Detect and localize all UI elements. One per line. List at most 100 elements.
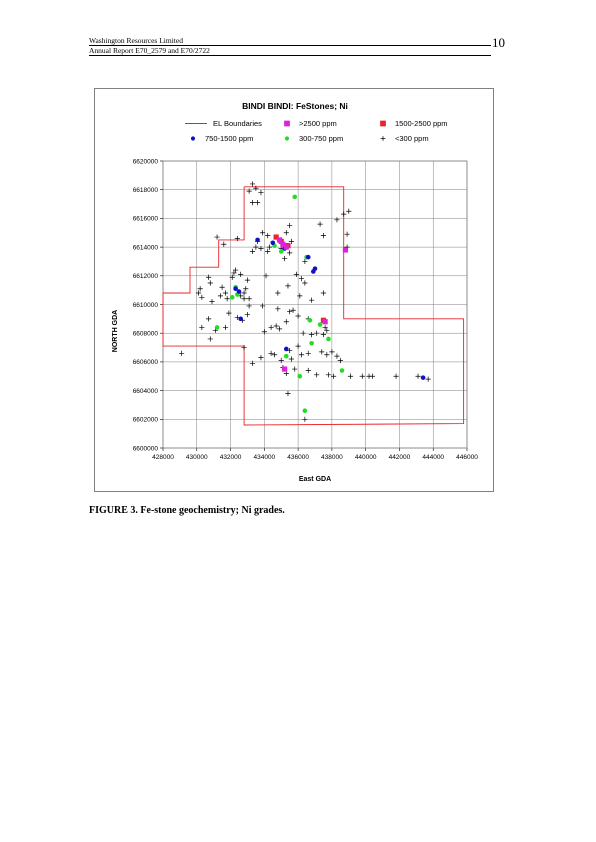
data-point-300-ppm bbox=[241, 296, 247, 302]
y-tick-label: 6612000 bbox=[133, 273, 159, 280]
legend-item: 750-1500 ppm bbox=[190, 134, 253, 143]
x-tick-label: 432000 bbox=[220, 454, 242, 461]
data-point-300-ppm bbox=[302, 280, 308, 286]
data-point-300-ppm bbox=[254, 200, 261, 206]
data-point-300-ppm bbox=[317, 221, 323, 227]
data-point-300-ppm bbox=[288, 356, 294, 362]
data-point-750-1500-ppm bbox=[238, 316, 243, 322]
y-tick-label: 6620000 bbox=[133, 158, 159, 165]
data-point-300-ppm bbox=[302, 258, 308, 265]
data-point-300-ppm bbox=[207, 280, 213, 286]
legend-label: 1500-2500 ppm bbox=[395, 119, 448, 128]
header-rule-bottom bbox=[89, 55, 491, 56]
data-point-300-ppm bbox=[285, 283, 291, 289]
data-point-300-750-ppm bbox=[229, 295, 235, 300]
chart-title: BINDI BINDI: FeStones; Ni bbox=[242, 101, 348, 111]
data-point-300-ppm bbox=[258, 245, 264, 252]
y-tick-label: 6600000 bbox=[133, 445, 159, 452]
data-point-300-ppm bbox=[268, 324, 274, 331]
data-point-750-1500-ppm bbox=[270, 240, 276, 246]
data-point-300-ppm bbox=[258, 354, 264, 361]
data-point-300-750-ppm bbox=[326, 336, 331, 342]
legend-item: EL Boundaries bbox=[185, 119, 262, 128]
data-point-300-ppm bbox=[246, 303, 252, 309]
data-point-300-ppm bbox=[293, 271, 300, 277]
y-tick-label: 6614000 bbox=[133, 244, 159, 251]
data-point-300-ppm bbox=[324, 352, 330, 358]
data-point-300-ppm bbox=[229, 274, 235, 280]
legend-label: <300 ppm bbox=[395, 134, 429, 143]
scatter-chart: BINDI BINDI: FeStones; Ni EL Boundaries >… bbox=[112, 101, 478, 483]
data-point-300-ppm bbox=[295, 343, 301, 349]
data-point-300-ppm bbox=[178, 350, 185, 356]
data-point-750-1500-ppm bbox=[420, 375, 426, 380]
data-point-300-ppm bbox=[241, 290, 247, 296]
y-tick-label: 6606000 bbox=[133, 359, 159, 366]
data-point-1500-2500-ppm bbox=[273, 234, 279, 240]
data-point-300-ppm bbox=[344, 231, 350, 237]
data-point-300-ppm bbox=[258, 189, 264, 196]
data-point-2500-ppm bbox=[322, 319, 328, 325]
legend-swatch bbox=[284, 136, 290, 141]
data-point-300-ppm bbox=[231, 270, 237, 276]
data-point-300-ppm bbox=[233, 267, 239, 273]
data-point-300-ppm bbox=[275, 290, 281, 296]
data-point-300-ppm bbox=[244, 277, 251, 283]
data-point-300-ppm bbox=[195, 290, 202, 296]
data-point-300-ppm bbox=[322, 324, 328, 331]
data-point-300-ppm bbox=[309, 332, 315, 338]
chart-frame: BINDI BINDI: FeStones; Ni EL Boundaries >… bbox=[94, 88, 494, 492]
data-point-300-ppm bbox=[334, 353, 340, 359]
page-number: 10 bbox=[492, 35, 505, 50]
data-point-300-750-ppm bbox=[339, 368, 345, 373]
data-point-300-ppm bbox=[300, 330, 306, 336]
x-tick-label: 446000 bbox=[456, 454, 478, 461]
data-point-300-ppm bbox=[319, 349, 325, 355]
legend-label: EL Boundaries bbox=[213, 119, 262, 128]
data-point-300-ppm bbox=[268, 350, 274, 356]
data-point-300-750-ppm bbox=[292, 194, 298, 200]
header-company: Washington Resources Limited bbox=[89, 36, 183, 45]
y-tick-label: 6608000 bbox=[133, 331, 159, 338]
data-point-300-750-ppm bbox=[214, 325, 220, 330]
data-point-300-ppm bbox=[219, 284, 225, 290]
legend-swatch bbox=[380, 120, 386, 127]
data-point-300-750-ppm bbox=[302, 408, 308, 413]
data-point-300-ppm bbox=[347, 373, 354, 379]
data-point-300-ppm bbox=[249, 200, 256, 206]
data-point-300-ppm bbox=[206, 274, 212, 280]
x-axis-label: East GDA bbox=[299, 476, 331, 483]
data-point-2500-ppm bbox=[282, 366, 288, 372]
data-point-750-1500-ppm bbox=[283, 346, 289, 352]
x-tick-label: 434000 bbox=[253, 454, 275, 461]
data-point-300-750-ppm bbox=[309, 340, 314, 346]
data-point-300-ppm bbox=[334, 217, 340, 223]
x-tick-label: 442000 bbox=[389, 454, 411, 461]
data-point-300-750-ppm bbox=[317, 322, 323, 327]
data-point-750-1500-ppm bbox=[311, 269, 316, 274]
x-tick-label: 430000 bbox=[186, 454, 208, 461]
data-point-300-ppm bbox=[249, 360, 256, 366]
y-tick-label: 6616000 bbox=[133, 216, 159, 223]
data-point-750-1500-ppm bbox=[255, 237, 260, 243]
data-point-300-ppm bbox=[346, 208, 352, 214]
data-point-300-ppm bbox=[359, 373, 365, 379]
data-point-750-1500-ppm bbox=[305, 254, 311, 260]
data-point-300-ppm bbox=[337, 357, 343, 364]
legend: EL Boundaries >2500 ppm 1500-2500 ppm 750-1… bbox=[185, 119, 448, 143]
legend-swatch bbox=[380, 136, 386, 141]
data-point-300-ppm bbox=[226, 310, 232, 316]
data-point-300-ppm bbox=[295, 313, 301, 319]
legend-item: >2500 ppm bbox=[284, 119, 337, 128]
data-point-300-ppm bbox=[283, 230, 289, 236]
data-point-300-ppm bbox=[249, 181, 256, 187]
data-point-300-ppm bbox=[287, 309, 293, 315]
data-point-300-ppm bbox=[222, 324, 229, 331]
data-point-300-ppm bbox=[253, 185, 259, 191]
data-point-300-ppm bbox=[325, 372, 332, 378]
data-point-300-ppm bbox=[302, 416, 308, 422]
data-point-300-ppm bbox=[224, 296, 230, 302]
header-report: Annual Report E70_2579 and E70/2722 bbox=[89, 46, 210, 55]
legend-item: 300-750 ppm bbox=[284, 134, 343, 143]
data-point-2500-ppm bbox=[276, 237, 283, 243]
